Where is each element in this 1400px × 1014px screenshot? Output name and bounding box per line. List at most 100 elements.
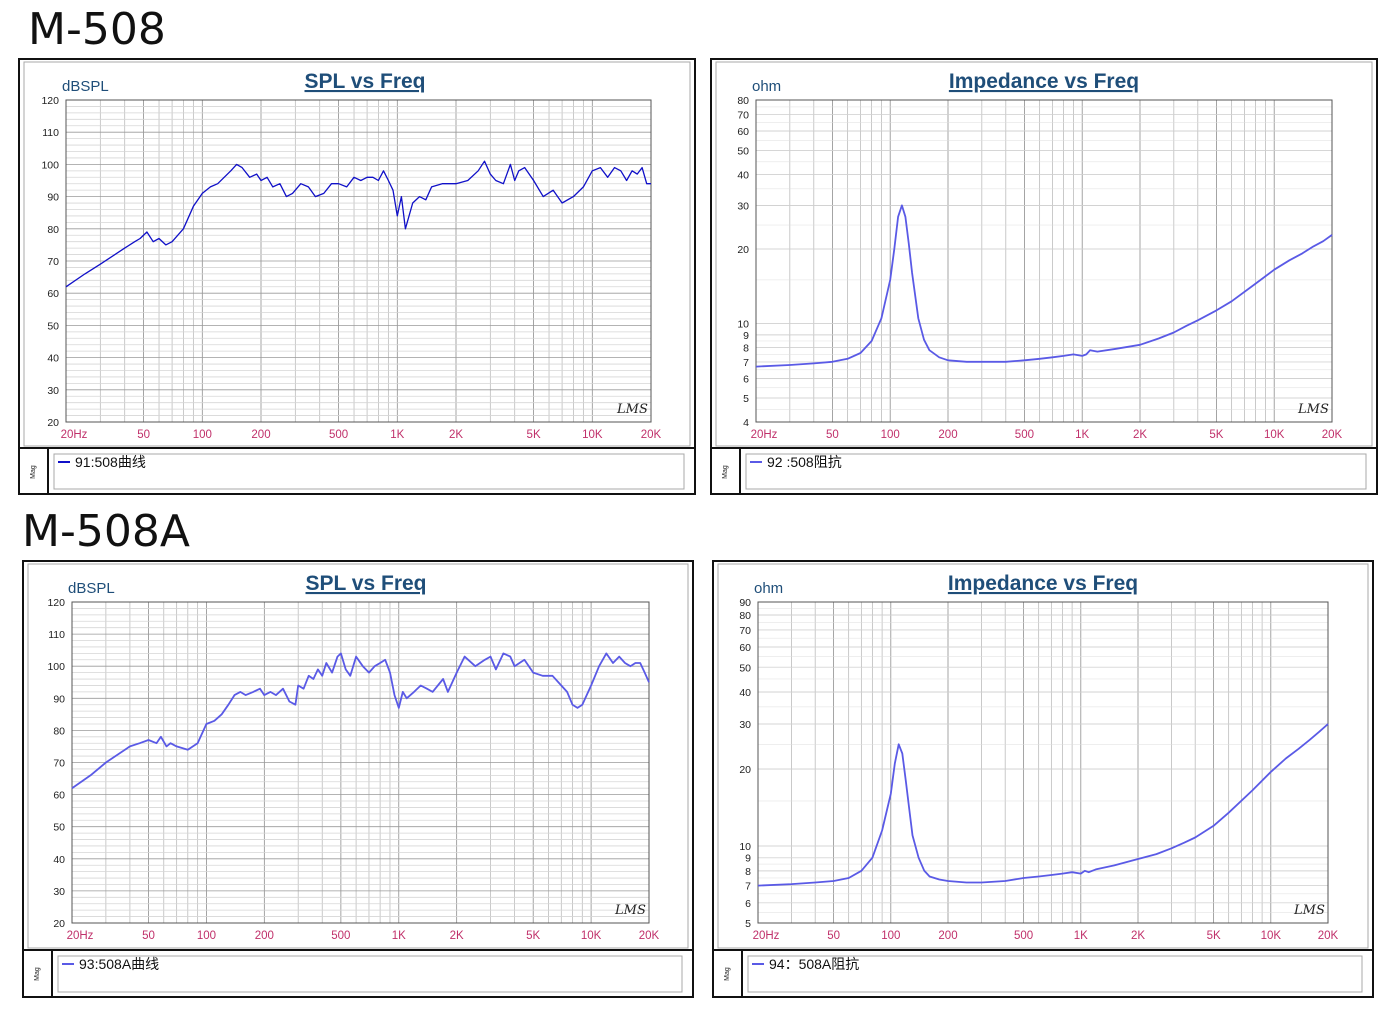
y-tick-label: 10 — [737, 319, 749, 331]
y-tick-label: 70 — [737, 109, 749, 121]
x-tick-label: 5K — [526, 930, 540, 942]
y-tick-label: 70 — [739, 625, 751, 637]
legend-box — [57, 955, 683, 993]
legend-entry: 94：508A阻抗 — [769, 956, 859, 972]
chart-area-frame — [27, 563, 689, 949]
y-tick-label: 120 — [41, 95, 59, 107]
y-tick-label: 40 — [47, 353, 59, 365]
y-tick-label: 5 — [745, 918, 751, 930]
lms-watermark: LMS — [1293, 903, 1325, 918]
x-tick-label: 100 — [197, 930, 216, 942]
y-tick-label: 4 — [743, 417, 749, 429]
y-axis-label: ohm — [752, 78, 781, 95]
impedance-panel-m508: Impedance vs Freq ohm 80 70 60 50 40 30 20 10 9 8 7 6… — [710, 58, 1378, 495]
x-tick-label: 500 — [1015, 429, 1034, 441]
x-tick-label: 50 — [142, 930, 155, 942]
x-tick-label: 50 — [827, 930, 840, 942]
x-tick-label: 200 — [938, 930, 957, 942]
legend-box — [747, 955, 1363, 993]
y-tick-label: 90 — [739, 597, 751, 609]
plot-area — [758, 602, 1328, 923]
series-points — [755, 205, 1333, 367]
y-tick-label: 30 — [737, 200, 749, 212]
legend-box — [53, 453, 685, 490]
chart-title: SPL vs Freq — [306, 572, 427, 595]
x-tick-label: 20Hz — [753, 930, 780, 942]
model-heading-m508a: M-508A — [22, 506, 190, 557]
x-tick-label: 5K — [527, 429, 541, 441]
y-tick-label: 10 — [739, 841, 751, 853]
series-points — [71, 653, 650, 789]
y-tick-label: 9 — [743, 330, 749, 342]
y-tick-label: 40 — [739, 687, 751, 699]
y-tick-label: 6 — [745, 898, 751, 910]
y-tick-label: 90 — [53, 693, 65, 705]
x-tick-label: 20K — [639, 930, 660, 942]
y-tick-label: 20 — [53, 918, 65, 930]
y-axis-label: dBSPL — [62, 78, 109, 95]
y-tick-label: 5 — [743, 393, 749, 405]
x-tick-label: 50 — [826, 429, 839, 441]
lms-watermark: LMS — [1297, 402, 1329, 417]
y-tick-label: 60 — [47, 288, 59, 300]
x-tick-label: 1K — [392, 930, 406, 942]
spl-panel-m508a: SPL vs Freq dBSPL 120 110 100 90 80 70 60 50 40 30 2… — [22, 560, 694, 998]
y-tick-label: 60 — [739, 642, 751, 654]
chart-area-frame — [715, 61, 1373, 447]
y-tick-label: 90 — [47, 192, 59, 204]
y-tick-label: 6 — [743, 373, 749, 385]
legend-side-label: Mag — [30, 465, 37, 479]
series-line — [71, 652, 650, 789]
y-tick-label: 100 — [41, 159, 59, 171]
x-tick-label: 20Hz — [67, 930, 94, 942]
plot-area — [756, 100, 1332, 422]
x-tick-label: 10K — [582, 429, 603, 441]
chart-title: Impedance vs Freq — [948, 572, 1138, 595]
y-tick-label: 110 — [48, 629, 65, 641]
x-tick-label: 200 — [255, 930, 274, 942]
x-tick-label: 50 — [137, 429, 150, 441]
y-tick-label: 120 — [47, 597, 65, 609]
x-tick-label: 20K — [641, 429, 662, 441]
x-tick-label: 200 — [251, 429, 270, 441]
x-tick-label: 5K — [1209, 429, 1223, 441]
x-tick-label: 5K — [1207, 930, 1221, 942]
plot-border — [71, 601, 650, 924]
series-points — [757, 723, 1329, 886]
series-points — [65, 161, 652, 287]
x-tick-label: 2K — [450, 930, 464, 942]
plot-border — [65, 99, 652, 423]
y-tick-label: 80 — [737, 95, 749, 107]
lms-watermark: LMS — [616, 402, 648, 417]
y-tick-label: 30 — [47, 385, 59, 397]
y-tick-label: 50 — [53, 822, 65, 834]
y-tick-label: 50 — [737, 146, 749, 158]
x-tick-label: 20Hz — [61, 429, 88, 441]
y-tick-label: 70 — [47, 256, 59, 268]
y-tick-label: 40 — [737, 170, 749, 182]
y-tick-label: 7 — [743, 357, 749, 369]
series-line — [65, 160, 651, 288]
legend-side-label: Mag — [34, 967, 41, 981]
vertical-grid — [755, 100, 1333, 422]
y-tick-label: 100 — [47, 661, 65, 673]
y-tick-label: 60 — [737, 126, 749, 138]
chart-title: SPL vs Freq — [305, 70, 426, 93]
chart-title: Impedance vs Freq — [949, 70, 1139, 93]
legend-entry: 93:508A曲线 — [79, 956, 159, 972]
horizontal-grid — [72, 601, 649, 924]
y-axis-label: ohm — [754, 580, 783, 597]
x-tick-label: 20Hz — [751, 429, 778, 441]
lms-watermark: LMS — [614, 903, 646, 918]
legend-side-label: Mag — [724, 967, 731, 981]
legend-box — [745, 453, 1367, 490]
x-tick-label: 100 — [193, 429, 212, 441]
x-tick-label: 2K — [1131, 930, 1145, 942]
y-tick-label: 20 — [739, 764, 751, 776]
y-tick-label: 20 — [737, 244, 749, 256]
y-tick-label: 30 — [53, 886, 65, 898]
x-tick-label: 20K — [1322, 429, 1343, 441]
